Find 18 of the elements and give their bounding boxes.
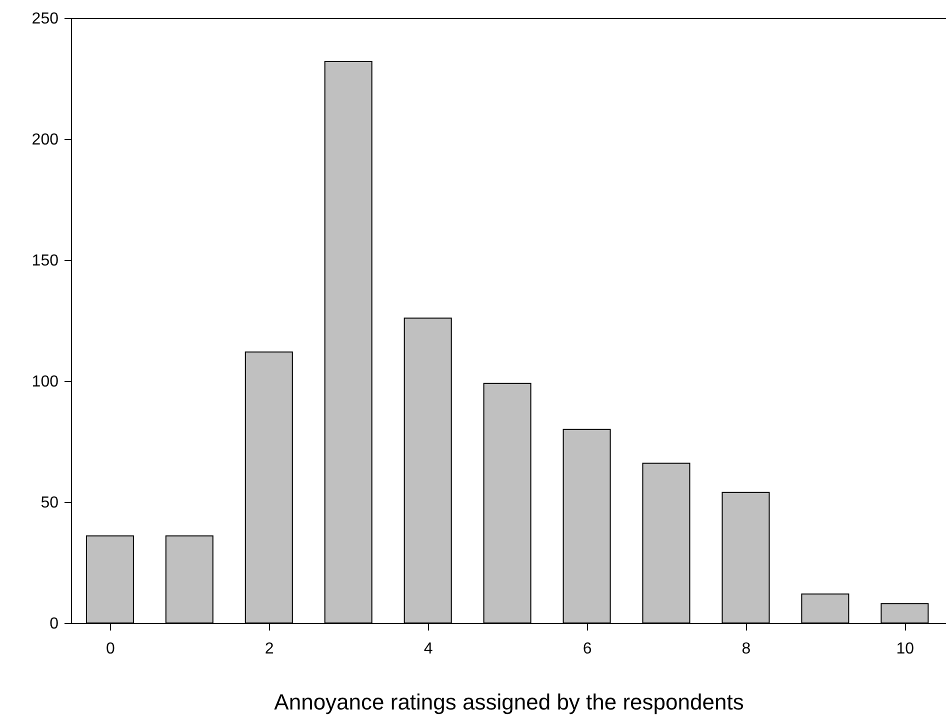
y-tick-label: 0 (50, 616, 59, 632)
y-tick-label: 250 (32, 10, 59, 28)
x-tick-label: 4 (424, 640, 433, 658)
y-tick-label: 200 (32, 132, 59, 148)
y-tick-label: 50 (40, 494, 59, 512)
x-tick-label: 10 (896, 640, 914, 658)
x-tick-label: 6 (582, 640, 592, 658)
x-tick-label: 0 (106, 640, 115, 658)
bar (165, 535, 214, 624)
bar (483, 382, 532, 624)
bar (324, 61, 372, 624)
x-axis-title: Annoyance ratings assigned by the respondents (274, 690, 744, 714)
x-tick-label: 2 (264, 640, 274, 658)
bar (801, 593, 850, 624)
y-tick-label: 150 (32, 252, 59, 270)
bar (642, 462, 690, 624)
x-tick-label: 8 (742, 640, 751, 658)
y-tick-label: 100 (32, 374, 59, 390)
